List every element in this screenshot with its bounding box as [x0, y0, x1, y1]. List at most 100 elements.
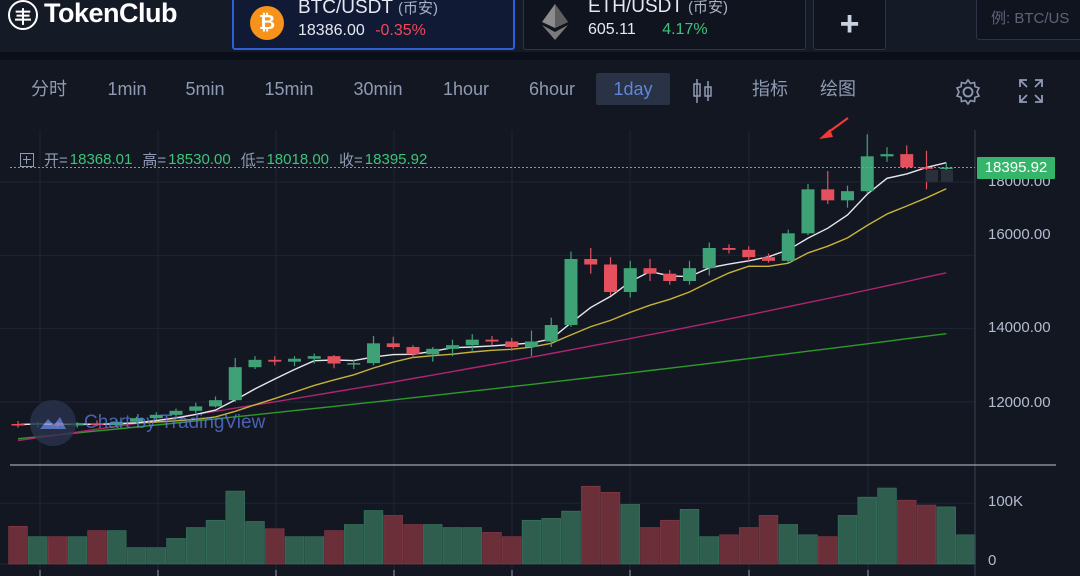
fullscreen-icon[interactable]	[1018, 78, 1044, 109]
ticker-card-btc[interactable]: ₿ BTC/USDT (币安) 18386.00 -0.35%	[232, 0, 515, 50]
volume-bar	[482, 532, 502, 565]
candle-body	[90, 423, 104, 426]
volume-bar	[344, 524, 364, 565]
volume-bar	[324, 530, 344, 565]
search-input[interactable]	[989, 9, 1080, 28]
timeframe-fenshi[interactable]: 分时	[31, 79, 67, 99]
legend-expand-icon[interactable]	[20, 152, 34, 167]
ticker-card-eth[interactable]: ETH/USDT (币安) 605.11 4.17%	[523, 0, 806, 50]
candle-body	[801, 189, 815, 234]
candle-body	[742, 249, 756, 258]
app-name: TokenClub	[44, 0, 178, 28]
open-label: 开=	[44, 152, 68, 169]
candlestick-type-icon[interactable]	[692, 78, 714, 109]
top-bar: 丰 TokenClub ₿ BTC/USDT (币安) 18386.00 -0.…	[0, 0, 1080, 52]
volume-bar	[205, 519, 226, 565]
chart-panel: 分时 1min 5min 15min 30min 1hour 6hour 1da…	[0, 60, 1080, 576]
volume-bar	[798, 534, 818, 565]
timeframe-1min[interactable]: 1min	[107, 79, 147, 99]
ticker-symbol: ETH/USDT	[588, 0, 683, 17]
volume-bar	[284, 536, 305, 565]
price-axis-label: 12000.00	[988, 394, 1051, 411]
ma-yellow-line	[17, 188, 947, 426]
volume-bar	[541, 518, 561, 565]
indicators-button[interactable]: 指标	[752, 79, 788, 99]
candle-body	[110, 421, 124, 426]
volume-bar	[225, 490, 245, 565]
candle-body	[762, 257, 775, 261]
last-price-label: 18395.92	[977, 157, 1055, 179]
app-logo[interactable]: 丰 TokenClub	[8, 0, 178, 32]
timeframe-6hour[interactable]: 6hour	[528, 79, 576, 99]
candle-body	[248, 359, 262, 368]
timeframe-1hour[interactable]: 1hour	[442, 79, 490, 99]
volume-bar	[719, 534, 739, 565]
candle-body	[70, 423, 84, 426]
volume-bar	[778, 524, 798, 565]
candle-body	[327, 356, 341, 364]
ticker-change: 4.17%	[662, 21, 708, 38]
timeframe-5min[interactable]: 5min	[185, 79, 225, 99]
volume-bar	[107, 530, 127, 565]
candle-body	[209, 400, 222, 407]
volume-bar	[403, 524, 423, 565]
volume-bars	[8, 485, 976, 565]
candle-body	[505, 341, 519, 347]
candle-body	[268, 359, 282, 362]
volume-bar	[442, 527, 463, 565]
volume-bar	[245, 521, 265, 565]
volume-bar	[956, 534, 976, 565]
tokenclub-logo-icon: 丰	[8, 0, 38, 30]
candle-body	[426, 348, 440, 355]
candle-body	[169, 410, 183, 415]
candle-body	[920, 167, 933, 169]
volume-bar	[600, 491, 621, 565]
timeframe-1day[interactable]: 1day	[596, 73, 670, 105]
volume-bar	[304, 536, 324, 565]
volume-bar	[561, 510, 581, 565]
volume-bar	[620, 504, 640, 565]
candle-body	[544, 325, 558, 342]
candle-body	[623, 268, 637, 292]
high-label: 高=	[142, 152, 167, 169]
price-chart[interactable]	[0, 60, 1080, 576]
volume-bar	[502, 536, 522, 565]
candle-body	[485, 339, 499, 342]
ticker-title: BTC/USDT (币安)	[298, 0, 438, 19]
volume-bar	[166, 538, 186, 565]
candle-body	[643, 268, 657, 274]
candle-body	[841, 191, 854, 201]
volume-bar	[462, 527, 482, 565]
candle-body	[386, 343, 400, 347]
candle-body	[367, 343, 380, 364]
ticker-quote: 18386.00 -0.35%	[298, 22, 426, 40]
ohlc-legend: 开= 18368.01 高= 18530.00 低= 18018.00 收= 1…	[20, 149, 427, 170]
candle-body	[228, 367, 242, 401]
draw-button[interactable]: 绘图	[820, 79, 856, 99]
low-label: 低=	[240, 152, 265, 169]
chart-axes	[10, 117, 1056, 576]
volume-bar	[126, 547, 147, 565]
volume-bar	[936, 506, 956, 565]
ticker-price: 605.11	[588, 21, 636, 38]
volume-bar	[758, 515, 779, 565]
candle-body	[130, 418, 143, 422]
timeframe-15min[interactable]: 15min	[264, 79, 314, 99]
volume-bar	[521, 519, 542, 565]
volume-bar	[87, 530, 107, 565]
price-axis-label: 16000.00	[988, 226, 1051, 243]
volume-bar	[679, 509, 700, 565]
tradingview-watermark[interactable]: Chart by TradingView	[30, 400, 265, 446]
volume-bar	[699, 536, 719, 565]
candle-body	[11, 424, 25, 426]
timeframe-30min[interactable]: 30min	[353, 79, 403, 99]
candle-body	[288, 358, 301, 362]
add-ticker-button[interactable]: +	[813, 0, 886, 50]
high-value: 18530.00	[168, 151, 231, 168]
close-value: 18395.92	[364, 151, 428, 168]
open-value: 18368.01	[69, 151, 133, 168]
candle-body	[564, 259, 578, 325]
candle-body	[525, 341, 538, 347]
volume-bar	[47, 536, 68, 565]
gear-icon[interactable]	[954, 78, 982, 111]
